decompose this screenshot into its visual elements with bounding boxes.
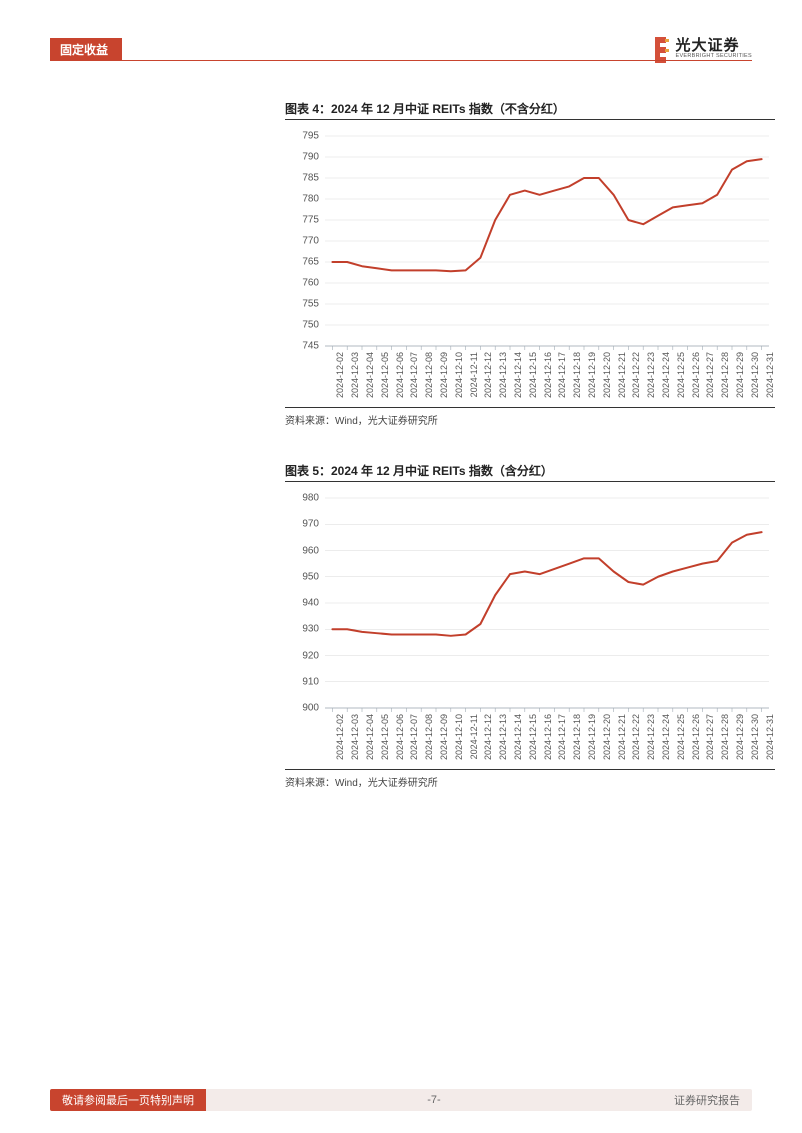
chart-5-x-axis: 2024-12-022024-12-032024-12-042024-12-05… — [325, 712, 769, 768]
page-footer: 敬请参阅最后一页特别声明 -7- 证券研究报告 — [50, 1089, 752, 1111]
page-header: 固定收益 光大证券 EVERBRIGHT SECURITIES — [50, 38, 752, 60]
chart-5-section: 图表 5：2024 年 12 月中证 REITs 指数（含分红） 9009109… — [285, 462, 775, 789]
chart-4-title: 图表 4：2024 年 12 月中证 REITs 指数（不含分红） — [285, 100, 775, 120]
chart-4-x-axis: 2024-12-022024-12-032024-12-042024-12-05… — [325, 350, 769, 406]
header-divider — [50, 60, 752, 61]
category-badge: 固定收益 — [50, 38, 122, 60]
brand-logo: 光大证券 EVERBRIGHT SECURITIES — [652, 35, 753, 63]
chart-4-y-axis: 745750755760765770775780785790795 — [285, 136, 323, 346]
chart-5-source: 资料来源：Wind，光大证券研究所 — [285, 774, 775, 789]
chart-5-title: 图表 5：2024 年 12 月中证 REITs 指数（含分红） — [285, 462, 775, 482]
chart-5-area: 900910920930940950960970980 2024-12-0220… — [285, 490, 775, 770]
footer-doc-type: 证券研究报告 — [662, 1089, 752, 1111]
chart-4-area: 745750755760765770775780785790795 2024-1… — [285, 128, 775, 408]
everbright-logo-icon — [652, 35, 672, 63]
chart-4-source: 资料来源：Wind，光大证券研究所 — [285, 412, 775, 427]
chart-5-plot — [325, 498, 769, 708]
footer-page-number: -7- — [206, 1089, 662, 1111]
chart-4-section: 图表 4：2024 年 12 月中证 REITs 指数（不含分红） 745750… — [285, 100, 775, 427]
brand-name-en: EVERBRIGHT SECURITIES — [676, 54, 753, 60]
footer-disclaimer: 敬请参阅最后一页特别声明 — [50, 1089, 206, 1111]
brand-name-cn: 光大证券 — [676, 38, 753, 53]
chart-4-plot — [325, 136, 769, 346]
chart-5-y-axis: 900910920930940950960970980 — [285, 498, 323, 708]
